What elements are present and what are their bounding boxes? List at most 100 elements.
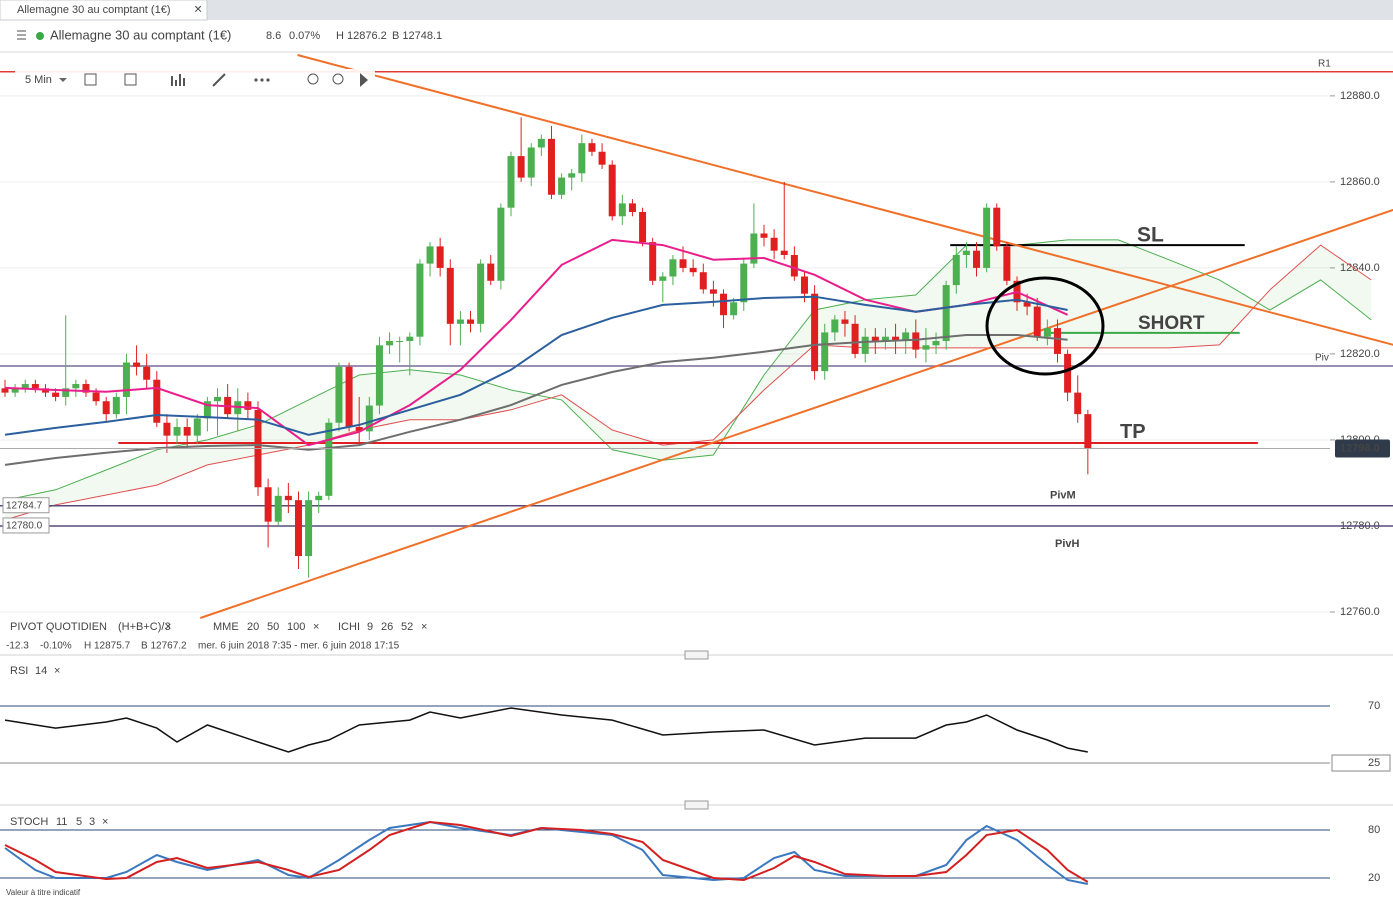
- candle-body: [649, 242, 657, 281]
- candle-body: [507, 156, 515, 208]
- candle-body: [325, 422, 333, 496]
- candle-body: [679, 259, 687, 268]
- candle-body: [315, 495, 323, 501]
- candle-body: [396, 341, 404, 343]
- tool-icon[interactable]: [171, 74, 185, 86]
- candle-body: [446, 267, 454, 324]
- remove-icon[interactable]: ×: [102, 816, 108, 828]
- candle-body: [173, 427, 181, 436]
- panel-param: 3: [89, 816, 95, 828]
- tool-icon[interactable]: [84, 73, 97, 86]
- candle-body: [112, 396, 120, 415]
- moving-average: [4, 238, 1069, 447]
- candle-body: [912, 332, 920, 350]
- y-tick-label: 12880.0: [1340, 90, 1380, 102]
- candle-body: [709, 289, 717, 294]
- candle-body: [72, 384, 80, 389]
- info-high: H 12875.7: [84, 641, 131, 652]
- play[interactable]: [360, 73, 368, 87]
- candle-body: [92, 392, 100, 402]
- indicator-line: [4, 707, 1088, 753]
- last-price-tag: [1335, 439, 1390, 458]
- candle-body: [1043, 328, 1051, 337]
- ichi-label: ICHI: [338, 621, 360, 633]
- mme-label: MME: [213, 621, 239, 633]
- candle-body: [871, 336, 879, 342]
- candle-body: [517, 156, 525, 178]
- ichi-param: 52: [401, 621, 413, 633]
- candle-body: [699, 272, 707, 290]
- level-tag-text: 12784.7: [6, 500, 43, 511]
- candle-body: [274, 495, 282, 522]
- candle-body: [21, 384, 29, 389]
- candle-body: [588, 143, 596, 152]
- indicator-line: [4, 820, 1089, 883]
- zoom-in[interactable]: [332, 73, 344, 85]
- tick-box: [1331, 754, 1391, 772]
- y-tick-label: 12760.0: [1340, 606, 1380, 618]
- candle-body: [831, 319, 839, 333]
- tab[interactable]: [0, 0, 208, 21]
- info-date: mer. 6 juin 2018 7:35 - mer. 6 juin 2018…: [198, 641, 400, 652]
- tool-icon[interactable]: [254, 78, 258, 82]
- candle-body: [487, 263, 495, 281]
- candle-body: [1023, 302, 1031, 307]
- remove-icon[interactable]: ×: [165, 621, 171, 633]
- candle-body: [1084, 414, 1092, 449]
- candle-body: [962, 250, 970, 255]
- candle-body: [153, 379, 161, 423]
- candle-body: [264, 487, 272, 522]
- candle-body: [922, 345, 930, 350]
- legend-entry: 100: [287, 621, 305, 633]
- zoom-out[interactable]: [307, 73, 319, 85]
- candle-body: [365, 405, 373, 432]
- caret: [59, 78, 67, 82]
- y-tick-label: 70: [1368, 700, 1380, 712]
- tool-icon[interactable]: [212, 73, 226, 87]
- candle-body: [426, 246, 434, 264]
- timeframe[interactable]: 5 Min: [25, 74, 52, 86]
- tool-icon[interactable]: [124, 73, 137, 86]
- legend-entry: 50: [267, 621, 279, 633]
- candle-body: [892, 336, 900, 342]
- candle-body: [973, 250, 981, 268]
- remove-icon[interactable]: ×: [421, 621, 427, 633]
- remove-icon[interactable]: ×: [313, 621, 319, 633]
- candle-body: [558, 177, 566, 195]
- pivot-label: PIVOT QUOTIDIEN: [10, 621, 107, 633]
- candle-body: [62, 388, 70, 397]
- tool-icon[interactable]: [260, 78, 264, 82]
- candle-body: [133, 362, 141, 367]
- trendline: [297, 54, 1393, 346]
- cloud-fill: [5, 239, 1372, 520]
- candle-body: [335, 366, 343, 423]
- candle-body: [669, 259, 677, 277]
- level-label: Piv: [1315, 353, 1329, 364]
- last-price-label: 12798.0: [1340, 442, 1380, 454]
- candle-body: [294, 500, 302, 557]
- candle-body: [193, 418, 201, 436]
- candle-body: [122, 362, 130, 397]
- change: 8.6: [266, 30, 281, 42]
- tool-icon[interactable]: [266, 78, 270, 82]
- candle-body: [760, 233, 768, 238]
- toolbar: 5 Min: [15, 69, 375, 91]
- tab-close[interactable]: ×: [194, 1, 202, 17]
- cloud-span: [4, 239, 1372, 501]
- candle-body: [102, 401, 110, 415]
- candle-body: [730, 302, 738, 316]
- level-label: TP: [1120, 421, 1146, 443]
- info-change-pct: -0.10%: [40, 641, 72, 652]
- ichi-param: 26: [381, 621, 393, 633]
- candle-body: [305, 500, 313, 557]
- resize-handle[interactable]: [684, 650, 709, 660]
- resize-handle[interactable]: [684, 800, 709, 810]
- candle-body: [82, 384, 90, 393]
- candle-body: [861, 336, 869, 354]
- candle-body: [497, 207, 505, 281]
- candle-body: [942, 285, 950, 342]
- remove-icon[interactable]: ×: [54, 665, 60, 677]
- level-label: PivM: [1050, 490, 1076, 502]
- menu-icon[interactable]: [17, 30, 26, 40]
